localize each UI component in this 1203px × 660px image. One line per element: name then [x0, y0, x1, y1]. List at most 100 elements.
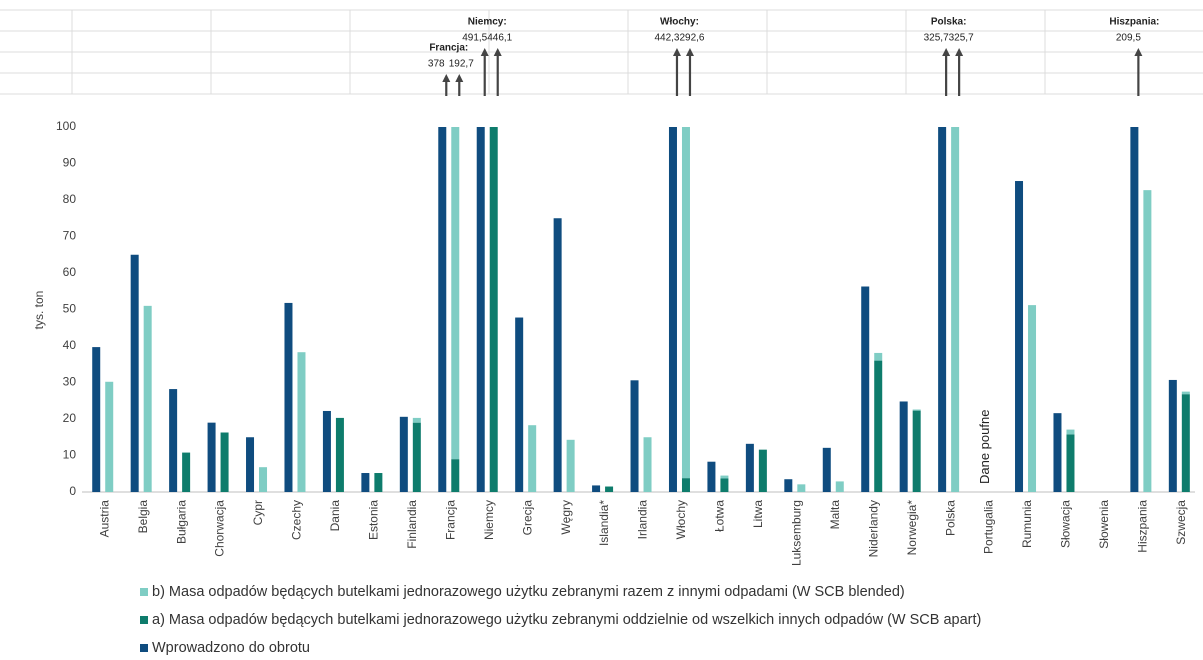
bar-segment	[220, 432, 229, 492]
bar-segment	[758, 449, 767, 492]
bar	[861, 286, 870, 492]
plot-area	[92, 127, 1190, 493]
arrow-head	[672, 48, 681, 56]
bar-segment	[912, 409, 921, 411]
bar-segment	[681, 127, 690, 479]
bar	[707, 461, 716, 492]
bar-segment	[874, 360, 883, 492]
x-tick-label: Islandia*	[597, 500, 611, 546]
x-tick-label: Niderlandy	[866, 500, 880, 557]
annotation-label: 192,7	[449, 59, 474, 70]
bar	[745, 443, 754, 492]
bar-segment	[605, 486, 614, 492]
y-tick-label: 50	[63, 302, 77, 316]
bar-segment	[951, 127, 960, 493]
bar-segment	[451, 459, 460, 492]
bar	[1130, 127, 1139, 492]
legend-swatch	[140, 588, 148, 596]
y-tick-label: 10	[63, 448, 77, 462]
annotation-title: Niemcy:	[468, 17, 507, 28]
x-tick-label: Austria	[97, 500, 111, 538]
bar-segment	[1066, 434, 1075, 492]
y-tick-label: 100	[56, 119, 76, 133]
annotation-title: Polska:	[931, 17, 967, 28]
arrow-head	[685, 48, 694, 56]
x-tick-label: Belgia	[136, 500, 150, 534]
y-tick-label: 90	[63, 156, 77, 170]
bar	[361, 473, 370, 492]
annotation-label: 325,7	[924, 33, 949, 44]
bar-segment	[1028, 305, 1037, 492]
arrow-head	[493, 48, 502, 56]
bar-segment	[412, 417, 421, 423]
bar	[822, 447, 831, 492]
bar	[322, 410, 331, 492]
bar-segment	[412, 422, 421, 492]
y-tick-label: 60	[63, 265, 77, 279]
bar-segment	[681, 478, 690, 492]
bar-segment	[182, 452, 191, 492]
x-tick-label: Dania	[328, 500, 342, 532]
y-tick-label: 40	[63, 338, 77, 352]
x-tick-label: Węgry	[559, 500, 573, 535]
x-tick-label: Szwecja	[1174, 500, 1188, 545]
x-tick-label: Bułgaria	[174, 500, 188, 544]
y-tick-label: 0	[69, 484, 76, 498]
bar	[1053, 413, 1062, 492]
annotation-label: 442,3	[654, 33, 679, 44]
annotation-title: Francja:	[429, 43, 468, 54]
arrow-head	[480, 48, 489, 56]
x-tick-label: Niemcy	[482, 500, 496, 540]
bar	[515, 317, 524, 492]
x-tick-label: Finlandia	[405, 500, 419, 549]
bar	[553, 218, 562, 492]
bar-segment	[105, 381, 114, 492]
y-axis-label: tys. ton	[32, 291, 46, 330]
note: Dane poufne	[977, 410, 992, 484]
x-tick-label: Litwa	[751, 500, 765, 528]
bar-segment	[643, 437, 652, 492]
y-tick-label: 80	[63, 192, 77, 206]
annotation-label: 491,5	[462, 33, 487, 44]
bar	[1015, 181, 1024, 492]
bar-segment	[528, 425, 537, 492]
x-tick-label: Łotwa	[713, 500, 727, 532]
y-tick-label: 70	[63, 229, 77, 243]
bar-segment	[566, 439, 575, 492]
bar-segment	[720, 478, 729, 492]
bar-segment	[1143, 190, 1152, 492]
x-tick-label: Norwegia*	[905, 500, 919, 556]
bar-segment	[912, 410, 921, 492]
bar	[130, 254, 139, 492]
x-tick-label: Czechy	[290, 500, 304, 540]
x-tick-label: Irlandia	[636, 500, 650, 540]
bar	[630, 380, 639, 492]
y-tick-label: 20	[63, 411, 77, 425]
legend-label: a) Masa odpadów będących butelkami jedno…	[152, 612, 981, 628]
bar	[476, 127, 485, 492]
bar-segment	[143, 305, 152, 492]
bar	[399, 416, 408, 492]
legend-label: Wprowadzono do obrotu	[152, 640, 310, 656]
x-tick-label: Włochy	[674, 500, 688, 539]
bar-segment	[451, 127, 460, 460]
arrow-head	[1134, 48, 1143, 56]
bar	[169, 389, 178, 492]
bar	[1168, 379, 1177, 492]
x-tick-label: Słowacja	[1059, 500, 1073, 548]
legend-swatch	[140, 644, 148, 652]
bar-segment	[489, 127, 498, 492]
x-tick-label: Polska	[943, 500, 957, 536]
legend-label: b) Masa odpadów będących butelkami jedno…	[152, 584, 905, 600]
y-tick-label: 30	[63, 375, 77, 389]
bar-segment	[1066, 429, 1075, 435]
arrow-head	[455, 74, 464, 82]
header-grid	[0, 9, 1203, 95]
x-tick-label: Cypr	[251, 500, 265, 525]
x-tick-label: Grecja	[520, 500, 534, 536]
bar	[938, 127, 947, 493]
bar	[668, 127, 677, 492]
bar	[438, 127, 447, 492]
x-tick-label: Portugalia	[982, 500, 996, 554]
